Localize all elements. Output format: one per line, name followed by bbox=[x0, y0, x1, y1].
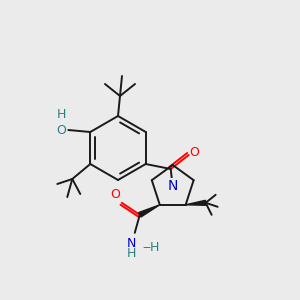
Text: O: O bbox=[190, 146, 200, 160]
Text: H: H bbox=[127, 247, 136, 260]
Text: O: O bbox=[110, 188, 120, 201]
Text: N: N bbox=[127, 237, 136, 250]
Polygon shape bbox=[186, 200, 206, 205]
Text: ‒H: ‒H bbox=[143, 241, 160, 254]
Text: O: O bbox=[56, 124, 66, 136]
Text: H: H bbox=[57, 108, 66, 121]
Text: N: N bbox=[167, 179, 178, 193]
Polygon shape bbox=[139, 205, 160, 217]
